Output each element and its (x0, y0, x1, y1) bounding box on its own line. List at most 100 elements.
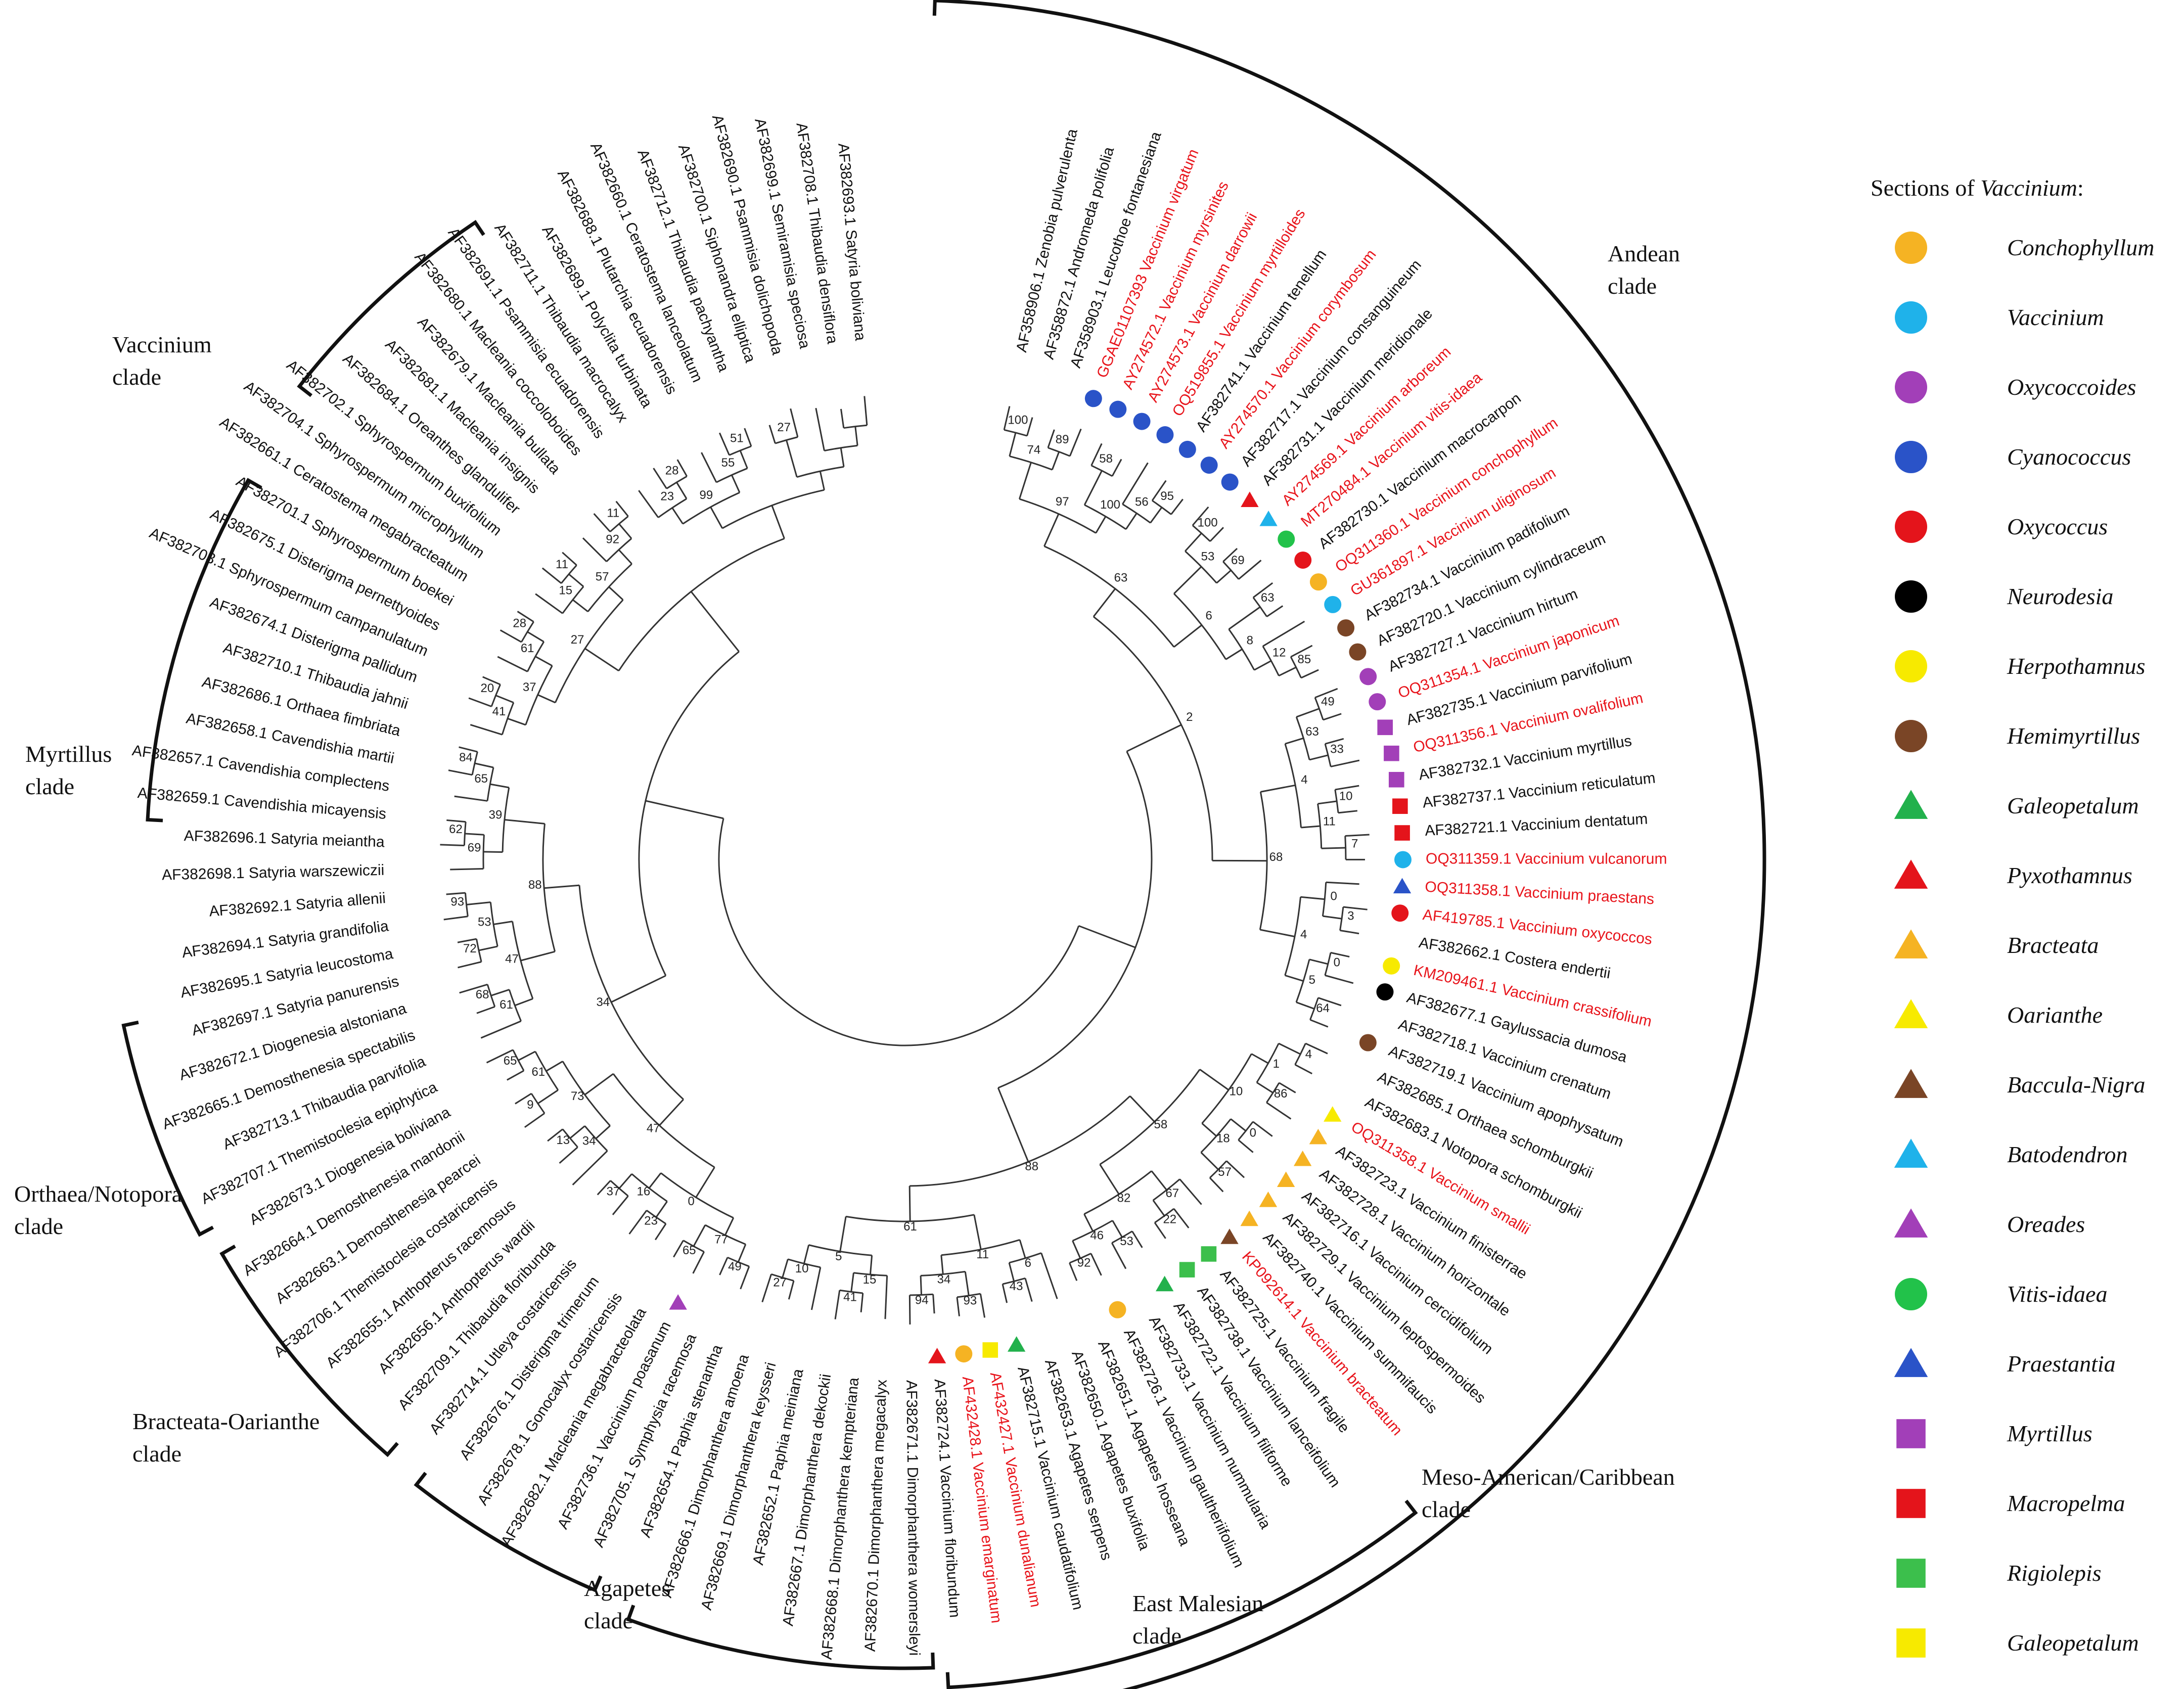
tree-branch (840, 408, 845, 428)
legend-symbol (1896, 1419, 1926, 1448)
tree-branch-arc (1002, 1277, 1026, 1285)
support-value: 5 (1309, 973, 1315, 987)
tree-branch (515, 1092, 532, 1105)
clade-label-meso-american: Meso-American/Caribbean clade (1422, 1464, 1675, 1522)
legend-circle-icon (1895, 720, 1927, 752)
tree-branch-arc (843, 424, 868, 429)
support-value: 34 (937, 1272, 951, 1286)
leaf-label: AF382671.1 Dimorphanthera womersleyi (903, 1380, 923, 1656)
support-value: 95 (1160, 489, 1174, 503)
tree-branch (1330, 759, 1360, 767)
tree-branch-arc (1009, 455, 1053, 471)
tree-branch (645, 800, 724, 819)
leaf-marker (982, 1342, 998, 1358)
tree-branch (790, 408, 799, 437)
leaf-marker (1155, 1275, 1174, 1292)
tree-branch (768, 425, 776, 444)
tree-branch (1111, 1242, 1127, 1269)
leaf-label: AF382693.1 Satyria boliviana (835, 143, 869, 342)
legend-title-suffix: : (2077, 175, 2084, 201)
tree-branch (1260, 784, 1296, 793)
legend-label: Oxycoccoides (2007, 374, 2136, 400)
bracket-meso-american (945, 1499, 1418, 1689)
tree-branch-arc (957, 1293, 981, 1298)
support-value: 12 (1272, 646, 1286, 660)
legend-item: Batodendron (1871, 1137, 2174, 1188)
tree-branch (1317, 997, 1342, 1007)
legend-item: Pyxothamnus (1871, 858, 2174, 908)
tree-branch (1325, 974, 1354, 984)
tree-branch (815, 407, 825, 451)
legend-label: Galeopetalum (2007, 793, 2139, 818)
tree-branch-arc (808, 1244, 872, 1256)
tree-branch (1043, 513, 1060, 547)
tree-branch (1330, 951, 1350, 957)
leaf-label: AF358906.1 Zenobia pulverulenta (1013, 127, 1081, 354)
tree-branch (940, 1255, 944, 1274)
tree-branch (1251, 1053, 1269, 1064)
tree-branch-arc (1048, 447, 1070, 457)
tree-branch (1099, 1164, 1120, 1195)
tree-branch (1226, 1160, 1245, 1178)
legend-circle-icon (1895, 580, 1927, 613)
tree-branch (1325, 738, 1344, 745)
tree-branch (499, 629, 522, 643)
support-value: 82 (1117, 1191, 1131, 1205)
legend-symbol (1895, 371, 1927, 403)
support-value: 27 (571, 633, 584, 647)
legend-circle-icon (1895, 1278, 1927, 1310)
tree-branch (1072, 1240, 1081, 1259)
leaf-marker (1007, 1336, 1026, 1352)
tree-branch (979, 1293, 986, 1318)
support-value: 92 (606, 532, 619, 546)
tree-branch (932, 1294, 935, 1314)
support-value: 51 (730, 431, 744, 445)
legend-label: Macropelma (2007, 1490, 2125, 1516)
support-value: 0 (1331, 889, 1337, 903)
support-value: 33 (1330, 743, 1344, 756)
support-value: 43 (1010, 1280, 1023, 1293)
tree-branch (495, 695, 514, 704)
tree-branch (676, 482, 688, 499)
tree-branch (1254, 660, 1272, 671)
tree-branch-arc (638, 651, 740, 976)
leaf-marker (1376, 983, 1394, 1001)
tree-branch (466, 901, 491, 906)
tree-branch (1090, 1253, 1102, 1276)
tree-branch-arc (1173, 593, 1227, 660)
legend-circle-icon (1895, 371, 1927, 403)
tree-branch (1152, 1200, 1165, 1216)
leaf-label: KM209461.1 Vaccinium crassifolium (1412, 962, 1653, 1030)
support-value: 92 (1077, 1256, 1091, 1270)
tree-branch (1200, 1152, 1219, 1170)
support-value: 37 (607, 1184, 620, 1198)
tree-branch (1069, 428, 1082, 457)
tree-branch (1151, 480, 1167, 501)
legend-label: Neurodesia (2007, 583, 2114, 609)
clade-label-myrtillus: Myrtillus clade (25, 741, 112, 799)
tree-branch (719, 1257, 729, 1275)
support-value: 4 (1301, 773, 1307, 787)
tree-branch (786, 440, 798, 478)
leaf-marker (1337, 619, 1355, 637)
leaf-marker (1259, 511, 1278, 526)
bracket-andean (932, 0, 1766, 1689)
tree-branch (458, 961, 482, 969)
support-value: 11 (607, 507, 619, 520)
legend-item: Bracteata (1871, 928, 2174, 978)
tree-branch (1170, 498, 1184, 515)
tree-branch-arc (997, 751, 1153, 1089)
tree-branch (514, 998, 533, 1007)
legend-title: Sections of Vaccinium: (1871, 174, 2174, 201)
support-value: 41 (492, 705, 506, 718)
tree-branch (1335, 785, 1359, 791)
tree-branch (869, 1255, 873, 1275)
tree-branch-arc (1339, 906, 1344, 931)
support-value: 63 (1114, 571, 1128, 584)
support-value: 27 (773, 1276, 787, 1290)
tree-branch (572, 599, 588, 612)
tree-branch (1222, 547, 1238, 563)
tree-branch-arc (1256, 1043, 1280, 1083)
tree-branch (559, 1147, 578, 1164)
